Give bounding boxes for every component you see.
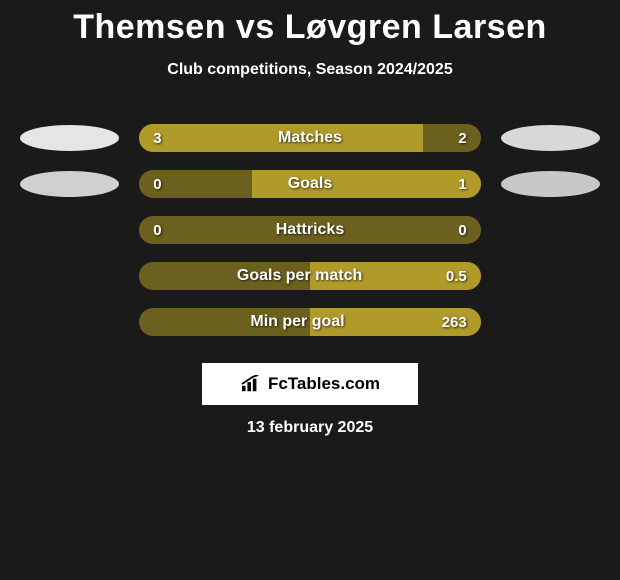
subtitle: Club competitions, Season 2024/2025: [0, 61, 620, 79]
stat-row: 0Goals1: [0, 161, 620, 207]
brand-badge: FcTables.com: [202, 363, 418, 405]
player2-placeholder: [501, 125, 600, 151]
date-label: 13 february 2025: [0, 419, 620, 437]
chart-icon: [240, 375, 262, 393]
stat-row: Min per goal263: [0, 299, 620, 345]
stat-bar: 3Matches2: [139, 124, 480, 152]
bar-fill-left: [252, 170, 310, 198]
stat-bar: Min per goal263: [139, 308, 480, 336]
page-title: Themsen vs Løvgren Larsen: [0, 0, 620, 47]
brand-text: FcTables.com: [268, 374, 380, 394]
player1-placeholder: [20, 125, 119, 151]
stat-bar: 0Goals1: [139, 170, 480, 198]
bar-fill-right: [310, 170, 481, 198]
stat-bar: Goals per match0.5: [139, 262, 480, 290]
player2-placeholder: [501, 171, 600, 197]
bar-fill-right: [310, 262, 481, 290]
player1-placeholder: [20, 171, 119, 197]
stats-container: 3Matches2 0Goals1 0Hattricks0 Goals per mat…: [0, 115, 620, 345]
stat-row: Goals per match0.5: [0, 253, 620, 299]
stat-bar: 0Hattricks0: [139, 216, 480, 244]
bar-fill-right: [310, 308, 481, 336]
bar-fill-left: [139, 124, 310, 152]
stat-row: 3Matches2: [0, 115, 620, 161]
bar-fill-right: [310, 124, 423, 152]
stat-row: 0Hattricks0: [0, 207, 620, 253]
